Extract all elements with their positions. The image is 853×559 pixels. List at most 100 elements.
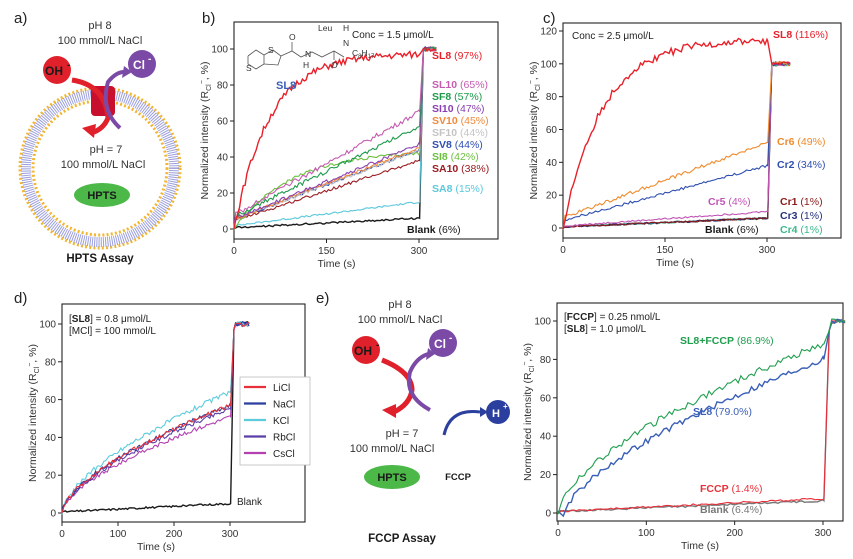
y-tick-label: 0 bbox=[545, 509, 551, 520]
series-line-sa10 bbox=[233, 46, 437, 229]
y-axis-title: Normalized intensity (RCl−, %) bbox=[27, 344, 41, 482]
condition-annotation: [MCl] = 100 mmol/L bbox=[69, 326, 156, 337]
y-tick-label: 0 bbox=[50, 509, 56, 520]
svg-text:H: H bbox=[492, 408, 500, 420]
x-tick-label: 0 bbox=[555, 528, 561, 539]
y-tick-label: 60 bbox=[45, 395, 57, 406]
legend: LiCl NaCl KCl RbCl CsCl bbox=[239, 376, 311, 466]
series-line-cr5 bbox=[562, 61, 791, 229]
series-label-sv8: SV8 (44%) bbox=[432, 139, 483, 151]
hpts-assay-caption: HPTS Assay bbox=[66, 253, 134, 265]
h-atom: H bbox=[303, 60, 309, 70]
y-tick-label: 20 bbox=[540, 470, 552, 481]
x-tick-label: 200 bbox=[726, 528, 743, 539]
x-tick-label: 150 bbox=[657, 245, 674, 256]
series-label-sv10: SV10 (45%) bbox=[432, 115, 489, 127]
series-label-fccp: FCCP (1.4%) bbox=[700, 483, 762, 495]
series-line-blank bbox=[557, 318, 846, 514]
svg-text:Cl: Cl bbox=[434, 337, 446, 351]
series-label-si8: SI8 (42%) bbox=[432, 151, 479, 163]
y-axis-title: Normalized intensity (RCl−, %) bbox=[522, 343, 536, 481]
series-label-sl8: SL8 (79.0%) bbox=[693, 406, 752, 418]
y-tick-label: 20 bbox=[546, 191, 558, 202]
series-line-cr2 bbox=[562, 61, 791, 229]
x-axis-title: Time (s) bbox=[317, 258, 355, 270]
series-line-sl8-fccp bbox=[557, 318, 846, 515]
series-label-sl8: SL8 (97%) bbox=[432, 50, 482, 62]
outside-ph-label: pH 8 bbox=[88, 20, 111, 32]
x-tick-label: 300 bbox=[759, 245, 776, 256]
series-label-sl10: SL10 (65%) bbox=[432, 79, 488, 91]
series-line-si8 bbox=[233, 47, 437, 230]
series-label-sa8: SA8 (15%) bbox=[432, 183, 483, 195]
x-tick-label: 0 bbox=[59, 529, 65, 540]
inside-salt-label: 100 mmol/L NaCl bbox=[61, 159, 146, 171]
series-line-fccp bbox=[557, 318, 846, 515]
plot-frame bbox=[556, 302, 844, 522]
series-line-cr6 bbox=[562, 61, 791, 230]
legend-label-rbcl: RbCl bbox=[273, 433, 295, 444]
fccp-label: FCCP bbox=[445, 472, 472, 483]
hpts-assay-diagram: pH 8 100 mmol/L NaCl OH - Cl - pH = 7 10… bbox=[18, 20, 182, 265]
y-tick-label: 80 bbox=[540, 355, 552, 366]
series-line-sl8 bbox=[233, 47, 437, 230]
chart-c-group: 0 20 40 60 80 100 120 0 150 300 Time (s) Normalized… bbox=[528, 22, 842, 269]
chart-d-group: 0 20 40 60 80 100 0 100 200 300 Time (s) Normalized… bbox=[27, 303, 311, 553]
s-atom: S bbox=[268, 45, 274, 55]
backbone bbox=[280, 50, 345, 58]
concentration-annotation: Conc = 2.5 μmol/L bbox=[572, 31, 654, 42]
svg-text:-: - bbox=[376, 340, 379, 351]
panel-label-a: a) bbox=[14, 10, 28, 27]
x-tick-label: 300 bbox=[411, 246, 428, 257]
series-label-sl8-fccp: SL8+FCCP (86.9%) bbox=[680, 335, 774, 347]
series-label-cr1: Cr1 (1%) bbox=[780, 196, 823, 208]
fccp-assay-caption: FCCP Assay bbox=[368, 533, 436, 545]
series-line-blank bbox=[233, 46, 437, 230]
legend-label-licl: LiCl bbox=[273, 383, 290, 394]
y-tick-label: 120 bbox=[540, 27, 557, 38]
condition-annotation: [FCCP] = 0.25 nmol/L bbox=[564, 312, 661, 323]
legend-label-cscl: CsCl bbox=[273, 449, 295, 460]
y-tick-label: 40 bbox=[546, 158, 558, 169]
panel-label-d: d) bbox=[14, 290, 28, 307]
x-tick-label: 300 bbox=[222, 529, 239, 540]
series-line-blank bbox=[562, 60, 791, 229]
series-label-cr3: Cr3 (1%) bbox=[780, 210, 823, 222]
y-tick-label: 0 bbox=[551, 224, 557, 235]
series-label-cr6: Cr6 (49%) bbox=[777, 136, 825, 148]
y-tick-label: 20 bbox=[217, 189, 229, 200]
series-line-rbcl bbox=[61, 320, 250, 512]
y-axis-title: Normalized intensity (RCl−, %) bbox=[528, 62, 542, 200]
y-tick-label: 80 bbox=[546, 92, 558, 103]
series-label-blank: Blank (6.4%) bbox=[700, 504, 762, 516]
series-label-cr4: Cr4 (1%) bbox=[780, 224, 823, 236]
x-axis-title: Time (s) bbox=[656, 257, 694, 269]
svg-text:OH: OH bbox=[354, 344, 372, 358]
n-atom: N bbox=[305, 49, 311, 59]
chart-b-group: 0 20 40 60 80 100 0 150 300 Time (s) Normalized in… bbox=[199, 21, 499, 270]
svg-text:-: - bbox=[67, 60, 70, 71]
concentration-annotation: Conc = 1.5 μmol/L bbox=[352, 30, 434, 41]
y-tick-label: 40 bbox=[45, 433, 57, 444]
chart-e-group: 0 20 40 60 80 100 0 100 200 300 Time (s) Normalized… bbox=[522, 302, 846, 552]
leucine-label: Leu bbox=[318, 23, 332, 33]
plot-frame bbox=[233, 21, 499, 240]
svg-text:-: - bbox=[449, 333, 452, 344]
y-tick-label: 20 bbox=[45, 471, 57, 482]
hydroxide-ion-icon bbox=[352, 336, 380, 364]
series-label-sl8: SL8 (116%) bbox=[773, 29, 828, 41]
y-tick-label: 100 bbox=[534, 317, 551, 328]
h-atom: H bbox=[343, 23, 349, 33]
x-tick-label: 0 bbox=[231, 246, 237, 257]
series-line-blank bbox=[61, 320, 250, 513]
sl8-structure-icon bbox=[247, 42, 345, 70]
x-axis-title: Time (s) bbox=[137, 541, 175, 553]
octyl-label: C8H17 bbox=[352, 48, 375, 60]
outside-ph-label: pH 8 bbox=[388, 299, 411, 311]
carbonyl-o: O bbox=[289, 32, 296, 42]
panel-label-e: e) bbox=[316, 290, 330, 307]
condition-annotation: [SL8] = 0.8 μmol/L bbox=[69, 314, 152, 325]
series-line-cr4 bbox=[562, 61, 791, 229]
series-label-blank: Blank (6%) bbox=[705, 224, 759, 236]
oh-arrow-icon bbox=[71, 77, 111, 135]
